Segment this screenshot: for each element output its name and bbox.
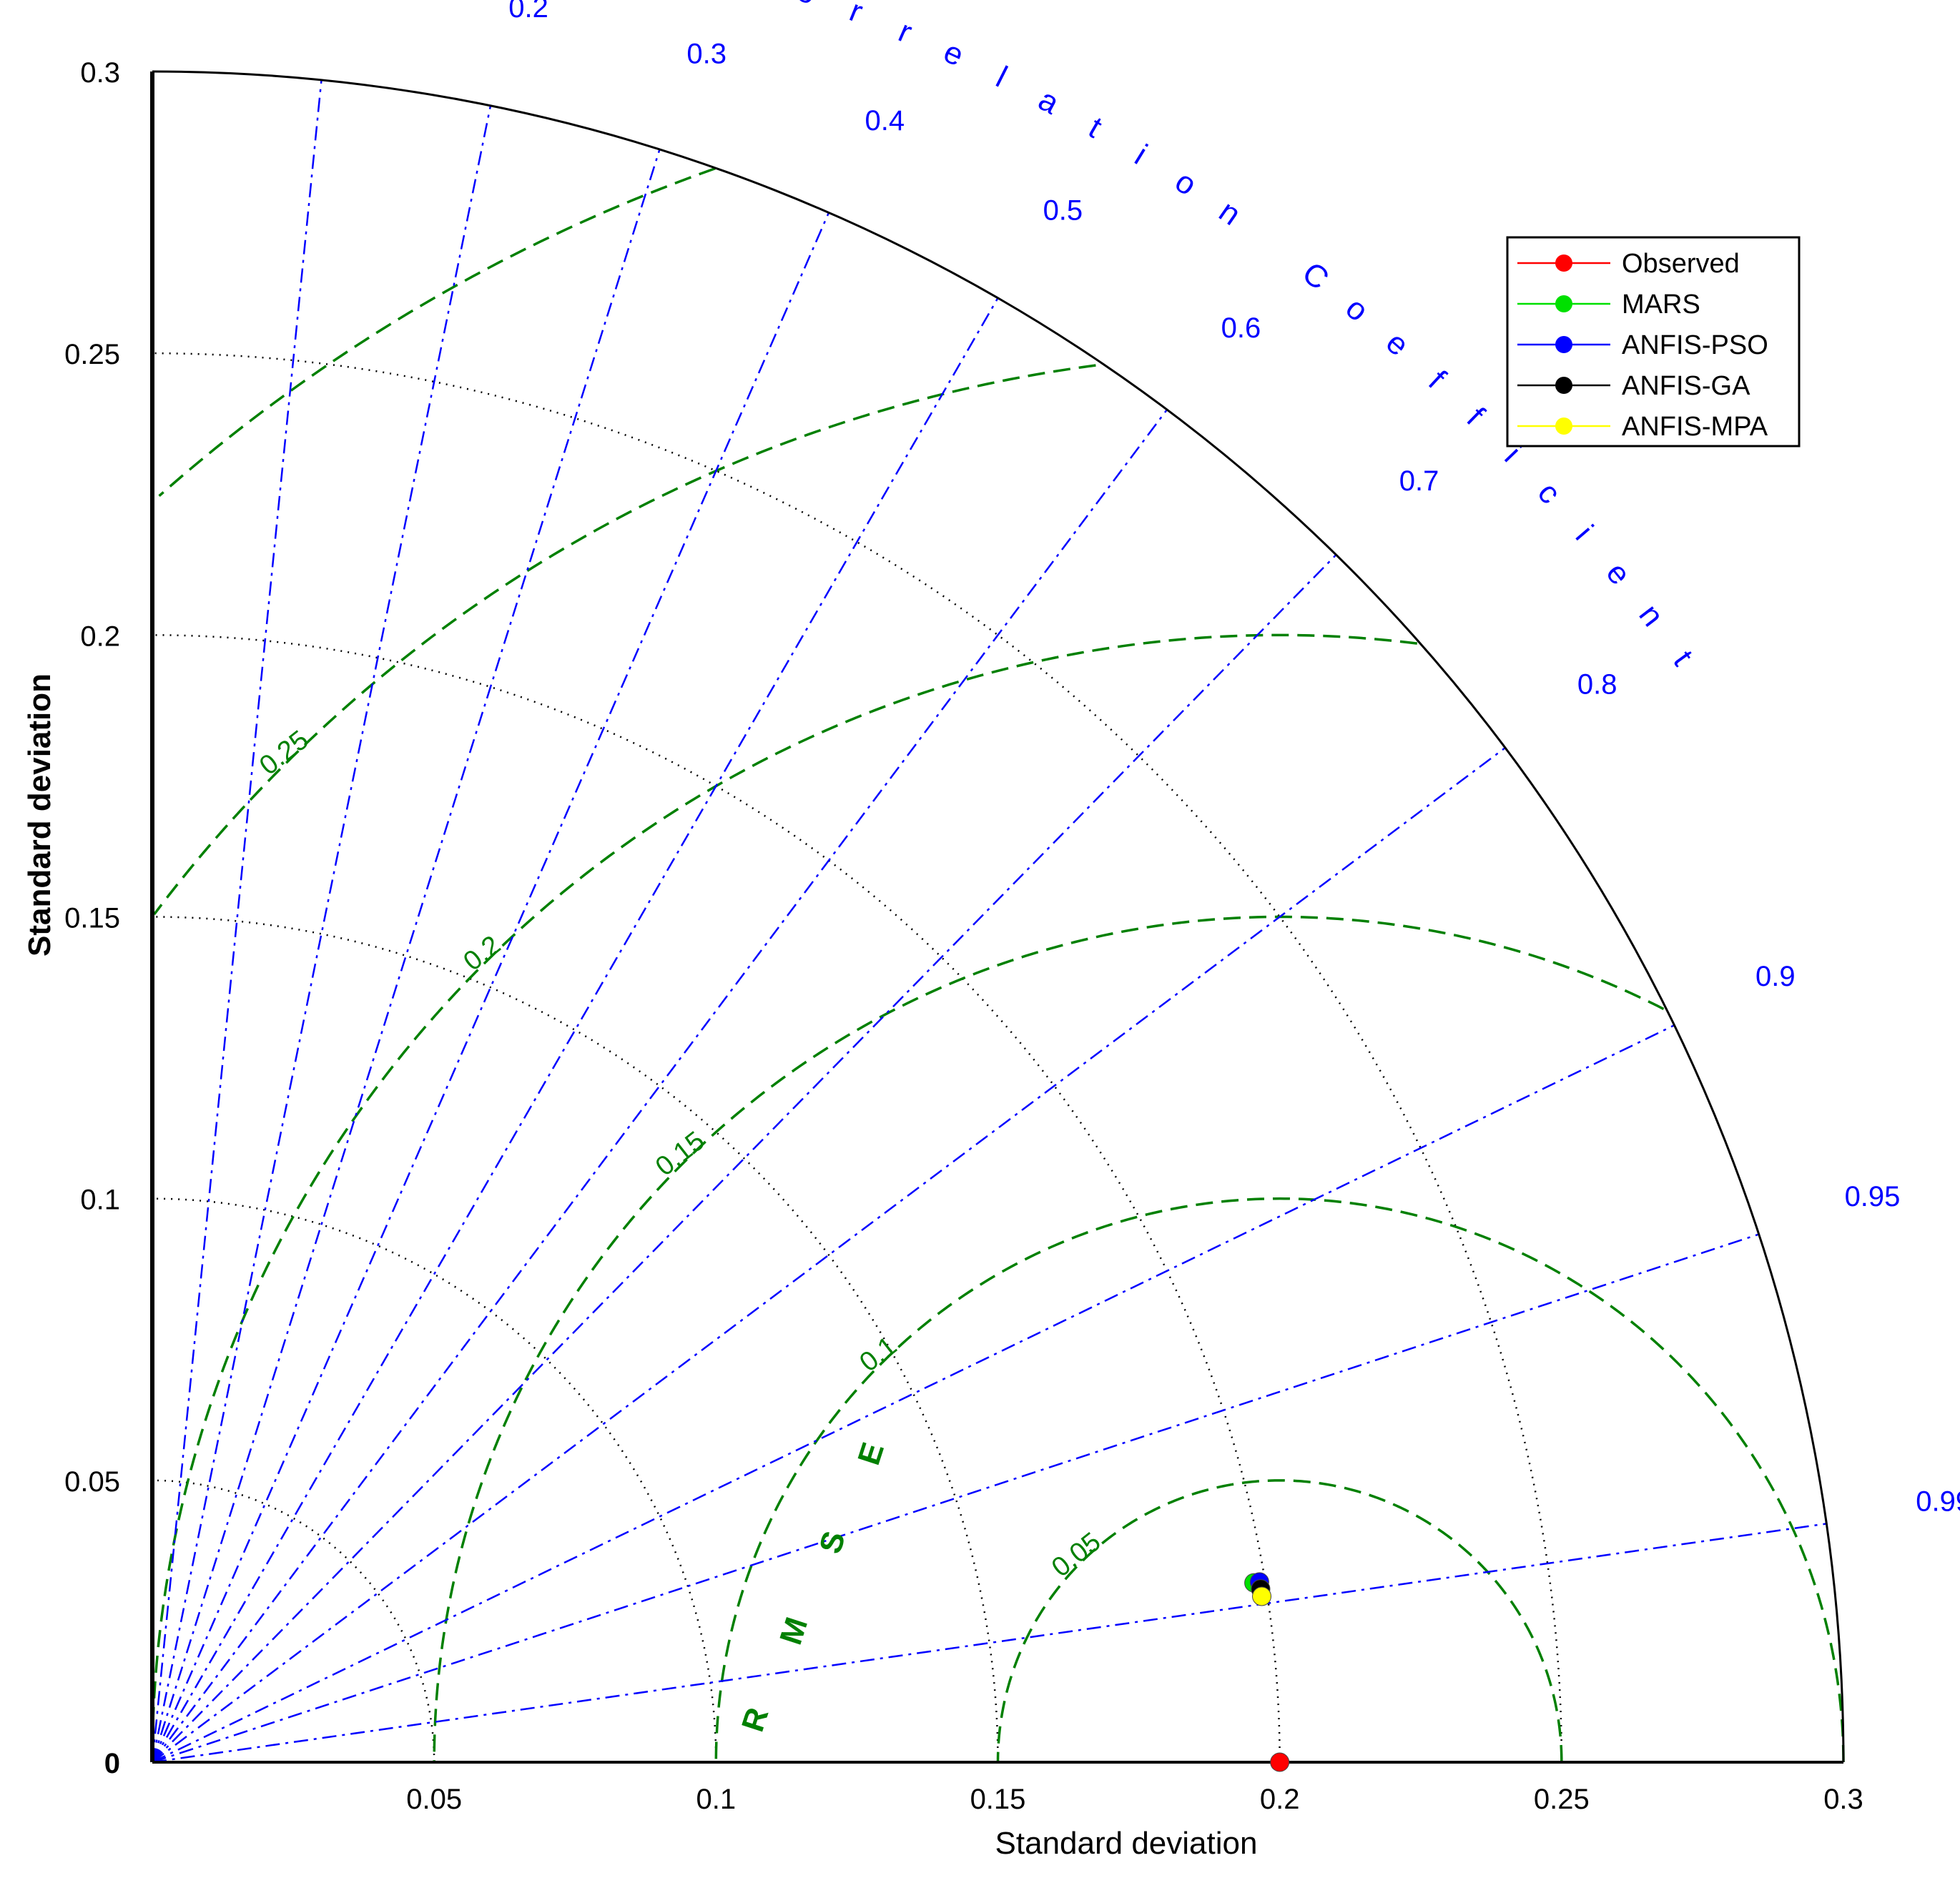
y-tick-label: 0.05 <box>64 1466 120 1498</box>
y-tick-label: 0.2 <box>80 621 120 652</box>
correlation-line <box>151 212 830 1763</box>
outer-arc <box>152 70 1845 1763</box>
correlation-title-char: r <box>894 14 917 50</box>
x-tick-label: 0.25 <box>1534 1784 1590 1815</box>
x-tick-label: 0.05 <box>406 1784 462 1815</box>
correlation-title-char: t <box>1666 644 1700 672</box>
correlation-title-char: n <box>1632 598 1670 633</box>
legend-marker <box>1555 254 1572 272</box>
correlation-title-char: a <box>1033 82 1065 122</box>
correlation-title-char: e <box>938 34 969 74</box>
x-tick-label: 0.2 <box>1260 1784 1300 1815</box>
y-axis-title: Standard deviation <box>22 673 57 957</box>
correlation-lines-group <box>151 79 1827 1764</box>
rmse-title-char: S <box>812 1527 852 1558</box>
correlation-line <box>152 1233 1760 1764</box>
std-arc <box>152 916 999 1763</box>
correlation-line <box>151 105 492 1763</box>
correlation-title-char: r <box>844 0 867 29</box>
rmse-arc <box>151 633 1418 1763</box>
legend: Observed MARS ANFIS-PSO ANFIS-GA ANFIS-MPA <box>1506 236 1801 448</box>
correlation-line <box>151 79 322 1763</box>
correlation-title-char: o <box>792 0 821 11</box>
rmse-title-char: R <box>735 1704 775 1736</box>
rmse-title-char: M <box>773 1613 814 1649</box>
correlation-title-char: C <box>1296 255 1335 297</box>
std-arcs-group <box>152 352 1563 1763</box>
correlation-tick-label: 0.6 <box>1221 312 1261 344</box>
correlation-tick-label: 0.95 <box>1845 1181 1901 1212</box>
x-tick-label: 0.3 <box>1823 1784 1863 1815</box>
point-observed <box>1270 1752 1290 1772</box>
correlation-title-char: o <box>1339 290 1375 328</box>
legend-items: Observed MARS ANFIS-PSO ANFIS-GA ANFIS-MPA <box>1517 249 1768 442</box>
correlation-line <box>151 297 999 1763</box>
y-tick-label: 0.3 <box>80 57 120 89</box>
y-tick-label: 0.25 <box>64 339 120 370</box>
rmse-tick-label: 0.05 <box>1046 1527 1106 1583</box>
correlation-tick-label: 0.7 <box>1399 465 1439 497</box>
rmse-arcs-group <box>151 167 1845 1763</box>
x-tick-label: 0.1 <box>696 1784 737 1815</box>
legend-label: ANFIS-PSO <box>1622 330 1768 360</box>
rmse-arc <box>433 915 1665 1763</box>
rmse-arc <box>158 167 716 498</box>
axes-group <box>150 70 1845 1764</box>
rmse-arc <box>996 1479 1563 1763</box>
correlation-tick-label: 0.3 <box>686 39 727 70</box>
legend-label: ANFIS-MPA <box>1622 412 1768 442</box>
x-tick-label: 0.15 <box>970 1784 1026 1815</box>
correlation-title-char: e <box>1600 555 1638 591</box>
correlation-line <box>152 409 1168 1763</box>
legend-label: ANFIS-GA <box>1622 371 1750 401</box>
correlation-tick-label: 0.4 <box>865 105 905 137</box>
rmse-title-char: E <box>851 1438 891 1469</box>
legend-label: Observed <box>1622 249 1740 279</box>
correlation-title-char: l <box>990 60 1013 94</box>
y-tick-label: 0 <box>104 1748 120 1779</box>
std-arc <box>152 634 1281 1763</box>
correlation-line <box>152 1523 1827 1764</box>
correlation-tick-label: 0.8 <box>1577 668 1617 700</box>
correlation-title-char: f <box>1422 364 1452 396</box>
correlation-line <box>152 1024 1675 1764</box>
legend-marker <box>1555 295 1572 312</box>
correlation-tick-label: 0.9 <box>1755 961 1796 992</box>
correlation-line <box>152 747 1506 1763</box>
correlation-title-char: i <box>1129 138 1153 172</box>
legend-label: MARS <box>1622 290 1700 320</box>
correlation-line <box>152 554 1337 1763</box>
legend-marker <box>1555 377 1572 394</box>
correlation-title-char: i <box>1569 519 1600 547</box>
rmse-tick-label: 0.1 <box>855 1331 902 1378</box>
correlation-line <box>151 149 661 1763</box>
y-tick-label: 0.1 <box>80 1185 120 1216</box>
points-group <box>1244 1572 1290 1772</box>
correlation-title-char: t <box>1083 110 1108 145</box>
correlation-title-char: f <box>1460 401 1492 433</box>
correlation-tick-label: 0.99 <box>1916 1486 1960 1518</box>
rmse-tick-label: 0.25 <box>254 725 314 781</box>
legend-marker <box>1555 417 1572 435</box>
rmse-arc <box>153 364 1096 915</box>
correlation-title-char: e <box>1379 325 1416 363</box>
y-tick-label: 0.15 <box>64 903 120 934</box>
rmse-arc <box>714 1197 1845 1763</box>
correlation-tick-label: 0.5 <box>1043 195 1083 227</box>
std-arc <box>152 1197 717 1763</box>
legend-marker <box>1555 336 1572 353</box>
correlation-title-char: n <box>1213 194 1247 232</box>
point-anfis-mpa <box>1252 1586 1272 1606</box>
correlation-tick-label: 0.2 <box>508 0 548 24</box>
correlation-title-char: o <box>1169 164 1203 202</box>
rmse-tick-label: 0.15 <box>650 1126 710 1182</box>
x-axis-title: Standard deviation <box>995 1826 1258 1861</box>
correlation-title-char: c <box>1531 475 1567 510</box>
std-arc <box>152 352 1563 1763</box>
